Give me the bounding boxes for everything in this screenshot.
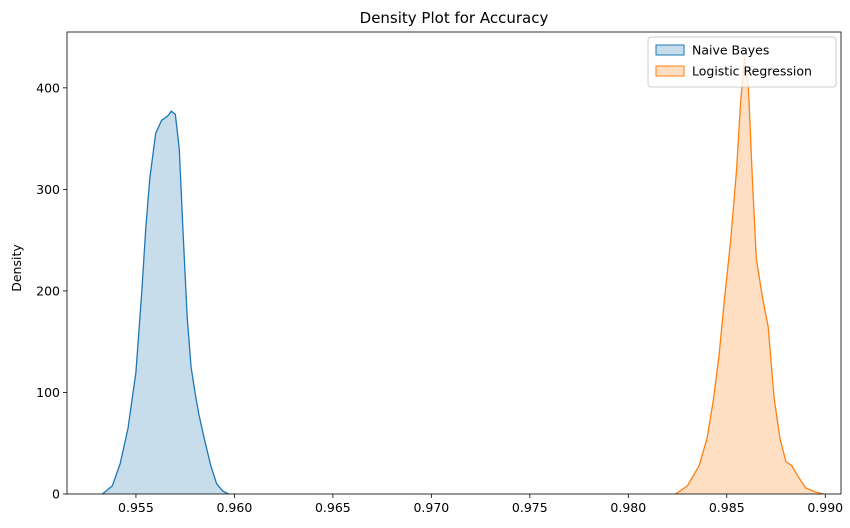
y-axis-label: Density <box>9 244 24 292</box>
series-area-0 <box>102 111 229 494</box>
y-tick-label: 200 <box>36 283 60 298</box>
series-area-1 <box>675 57 824 494</box>
y-tick-label: 400 <box>36 80 60 95</box>
legend-label-1: Logistic Regression <box>692 64 812 79</box>
x-tick-label: 0.960 <box>217 500 253 515</box>
legend-swatch-0 <box>655 44 685 56</box>
plot-series <box>102 57 824 495</box>
x-axis-ticks: 0.955 0.960 0.965 0.970 0.975 0.980 0.985 0.990 <box>118 494 843 515</box>
chart-title: Density Plot for Accuracy <box>360 9 549 27</box>
y-tick-label: 0 <box>52 487 60 502</box>
plot-frame <box>66 31 842 495</box>
x-tick-label: 0.955 <box>118 500 154 515</box>
series-line-1 <box>675 57 824 495</box>
x-tick-label: 0.990 <box>807 500 843 515</box>
x-tick-label: 0.975 <box>512 500 548 515</box>
legend-box <box>647 36 837 88</box>
x-tick-label: 0.985 <box>709 500 745 515</box>
x-tick-label: 0.970 <box>413 500 449 515</box>
x-tick-label: 0.965 <box>315 500 351 515</box>
legend-swatch-1 <box>655 65 685 77</box>
legend: Naive Bayes Logistic Regression <box>647 36 837 88</box>
x-tick-label: 0.980 <box>610 500 646 515</box>
legend-label-0: Naive Bayes <box>692 43 769 58</box>
y-axis-ticks: 0 100 200 300 400 <box>36 80 67 502</box>
y-tick-label: 300 <box>36 182 60 197</box>
series-line-0 <box>102 110 229 495</box>
y-tick-label: 100 <box>36 385 60 400</box>
